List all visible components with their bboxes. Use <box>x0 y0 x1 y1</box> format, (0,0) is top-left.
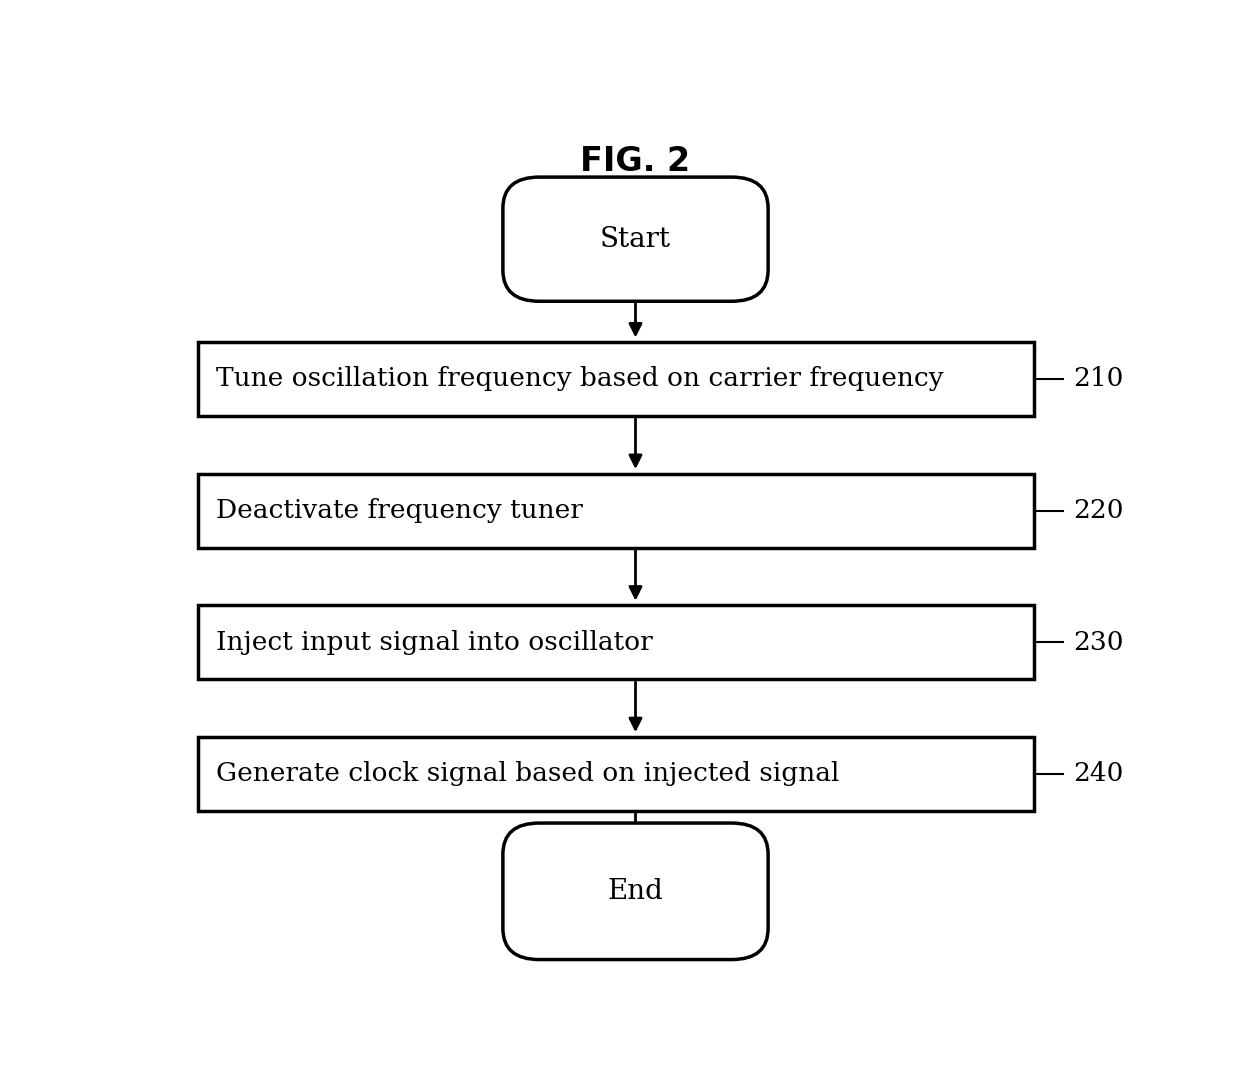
FancyBboxPatch shape <box>198 737 1034 811</box>
Text: 230: 230 <box>1073 630 1123 655</box>
Text: 210: 210 <box>1073 366 1123 392</box>
FancyBboxPatch shape <box>503 177 768 301</box>
Text: Start: Start <box>600 225 671 253</box>
Text: Deactivate frequency tuner: Deactivate frequency tuner <box>216 498 583 523</box>
Text: 220: 220 <box>1073 498 1123 523</box>
Text: Inject input signal into oscillator: Inject input signal into oscillator <box>216 630 652 655</box>
Text: Generate clock signal based on injected signal: Generate clock signal based on injected … <box>216 761 839 786</box>
FancyBboxPatch shape <box>503 823 768 959</box>
FancyBboxPatch shape <box>198 606 1034 679</box>
Text: End: End <box>608 878 663 905</box>
FancyBboxPatch shape <box>198 342 1034 415</box>
Text: Tune oscillation frequency based on carrier frequency: Tune oscillation frequency based on carr… <box>216 366 944 392</box>
Text: 240: 240 <box>1073 761 1123 786</box>
Text: FIG. 2: FIG. 2 <box>580 144 691 177</box>
FancyBboxPatch shape <box>198 473 1034 548</box>
